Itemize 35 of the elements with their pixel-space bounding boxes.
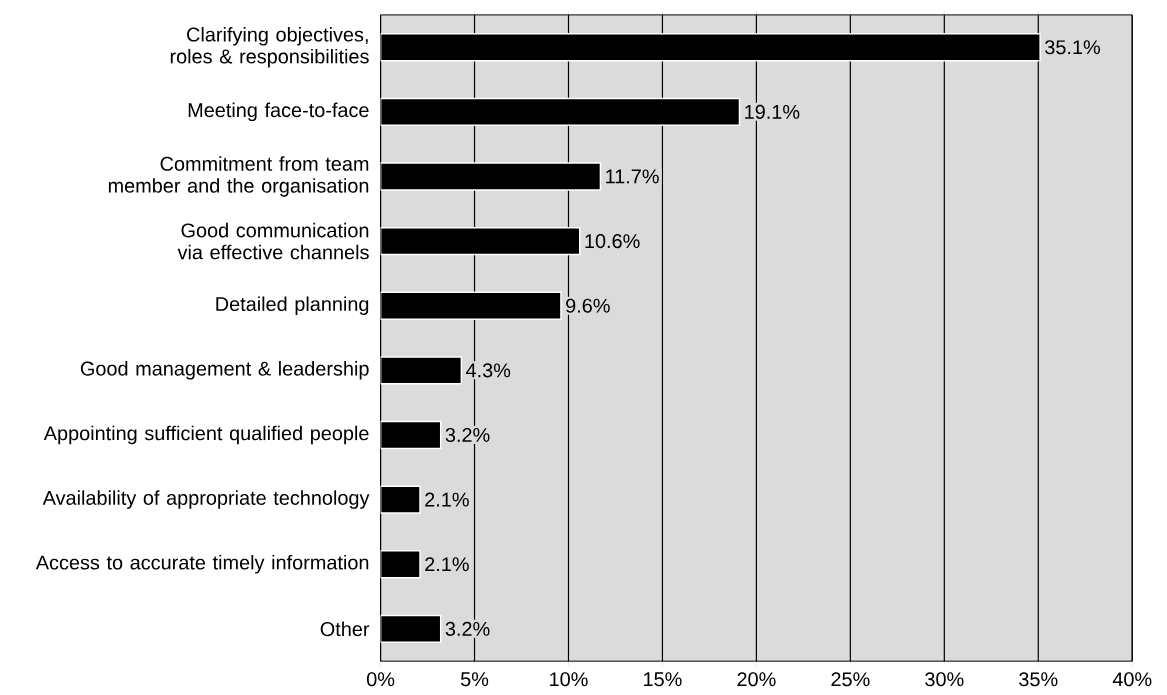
data-label: 10.6% (585, 234, 640, 249)
y-tick-label: Meeting face-to-face (188, 102, 369, 122)
bar (380, 356, 463, 385)
y-tick-label: Appointing sufficient qualified people (43, 425, 369, 445)
y-tick-label: Commitment from team member and the organisation (108, 156, 369, 197)
data-label: 4.3% (466, 363, 511, 378)
data-label: 2.1% (425, 492, 469, 507)
y-tick-label: Other (320, 621, 370, 637)
y-tick-label: Good communication via effective channels (177, 222, 369, 260)
x-tick-label: 15% (644, 672, 682, 687)
bar (380, 614, 442, 644)
y-tick-label: Detailed planning (216, 296, 369, 316)
data-label: 3.2% (445, 621, 490, 636)
data-label: 19.1% (745, 104, 800, 119)
data-label: 11.7% (606, 169, 659, 184)
x-tick-label: 25% (831, 672, 870, 687)
x-tick-label: 10% (550, 672, 588, 687)
y-tick-label: Good management & leadership (80, 361, 369, 380)
data-label: 9.6% (566, 298, 610, 313)
y-tick-label: Access to accurate timely information (35, 554, 369, 574)
data-label: 3.2% (445, 427, 490, 443)
y-tick-label: Clarifying objectives, roles & responsibilities (170, 27, 369, 68)
y-tick-label: Availability of appropriate technology (42, 490, 370, 509)
x-tick-label: 35% (1019, 672, 1058, 687)
x-tick-label: 30% (925, 672, 964, 687)
bar (380, 485, 421, 514)
bar (380, 550, 421, 579)
x-tick-label: 40% (1112, 672, 1152, 687)
x-tick-label: 5% (460, 672, 489, 687)
x-tick-label: 0% (366, 672, 395, 687)
bar (380, 420, 442, 450)
bar (380, 162, 602, 191)
data-label: 35.1% (1045, 40, 1100, 55)
x-tick-label: 20% (737, 672, 776, 687)
data-label: 2.1% (425, 557, 469, 572)
